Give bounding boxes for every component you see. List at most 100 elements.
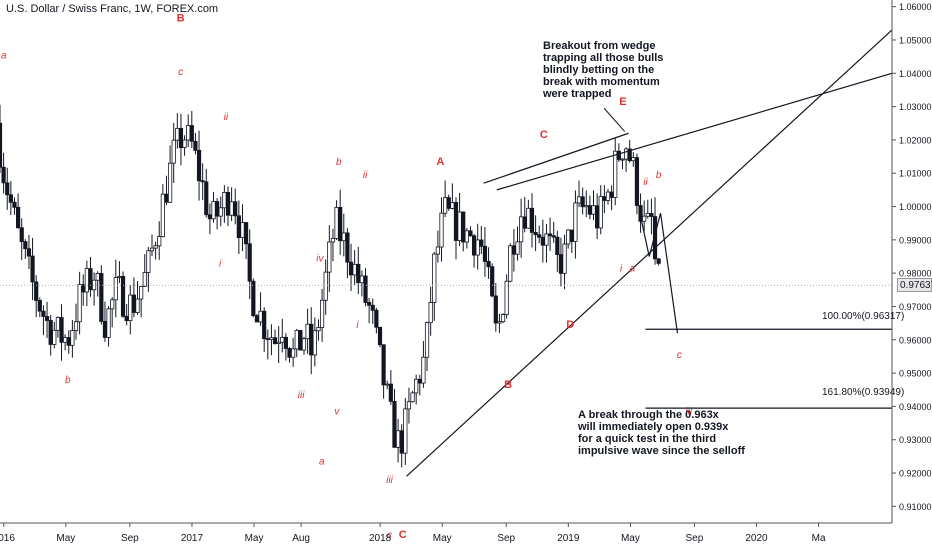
price-tick-label: 1.06000 <box>899 2 932 12</box>
projection-path <box>639 213 679 334</box>
candle-body <box>475 239 480 256</box>
candle-body <box>189 125 194 142</box>
candle-body <box>200 180 205 183</box>
candle-body <box>113 277 118 301</box>
candle-body <box>450 202 455 209</box>
candle-body <box>301 338 307 351</box>
candle-body <box>70 330 75 346</box>
candle-body <box>164 193 169 203</box>
candle-body <box>399 430 404 454</box>
candle-body <box>37 300 42 312</box>
candle-body <box>8 194 13 203</box>
candle-body <box>128 294 133 322</box>
candle-body <box>309 323 314 356</box>
annotation-breakout: Breakout from wedge trapping all those b… <box>543 40 663 100</box>
candle-body <box>5 182 10 196</box>
candle-body <box>178 127 184 149</box>
candle-body <box>638 205 643 222</box>
wave-label: iii <box>298 390 305 401</box>
candle-body <box>591 205 596 215</box>
candle-body <box>432 253 437 303</box>
candle-body <box>616 150 621 160</box>
wave-label: A <box>436 156 444 168</box>
candle-body <box>66 337 71 346</box>
candle-body <box>135 298 140 313</box>
candle-body <box>222 192 227 209</box>
price-tick-label: 0.92000 <box>899 469 932 479</box>
candle-body <box>269 337 274 340</box>
time-tick-label: 2020 <box>745 533 768 544</box>
candle-body <box>175 127 180 141</box>
candle-body <box>283 336 288 349</box>
candle-body <box>316 327 321 332</box>
candle-body <box>95 273 100 281</box>
candle-body <box>110 299 115 310</box>
candle-body <box>171 139 176 164</box>
price-tick-label: 0.94000 <box>899 402 932 412</box>
wave-label: i <box>219 258 222 269</box>
candle-body <box>453 202 459 241</box>
candle-body <box>602 196 607 201</box>
wave-label: c <box>387 530 392 541</box>
candle-body <box>12 201 17 208</box>
candle-body <box>497 321 502 324</box>
candle-body <box>623 148 629 160</box>
candle-body <box>374 309 379 328</box>
candle-body <box>359 275 364 284</box>
candle-body <box>243 222 249 245</box>
wave-label: iii <box>685 407 692 418</box>
candle-body <box>30 255 35 283</box>
wave-label: ii <box>643 177 648 188</box>
time-tick-label: May <box>433 533 452 544</box>
candle-body <box>276 341 281 344</box>
candle-body <box>464 230 469 243</box>
candle-body <box>367 302 372 306</box>
candle-body <box>471 235 477 256</box>
annotation-breakout-line: Breakout from wedge <box>543 40 656 52</box>
candle-body <box>287 348 292 358</box>
candle-body <box>77 284 82 323</box>
candle-body <box>569 229 574 242</box>
candle-body <box>225 192 231 216</box>
candle-body <box>461 211 466 243</box>
lower-wedge-line <box>406 29 893 477</box>
candle-body <box>439 212 444 248</box>
candle-body <box>352 263 357 276</box>
candle-body <box>500 314 506 323</box>
candle-body <box>551 235 556 238</box>
candle-body <box>124 315 129 322</box>
candle-body <box>649 212 654 217</box>
annotation-breakout-line: blindly betting on the <box>543 64 655 76</box>
candle-body <box>319 299 325 328</box>
candle-body <box>620 158 625 161</box>
time-tick-label: Sep <box>497 533 515 544</box>
candle-body <box>41 310 46 317</box>
time-tick-label: 2019 <box>557 533 580 544</box>
annotation-break-line: will immediately open 0.939x <box>578 421 729 433</box>
candle-body <box>146 250 151 273</box>
candle-body <box>215 201 220 217</box>
time-tick-label: Aug <box>292 533 310 544</box>
annotation-breakout-line: trapping all those bulls <box>543 52 664 64</box>
time-axis: 2016 May Sep 2017 May Aug 2018 May Sep 2019 May Sep… <box>0 523 826 544</box>
candle-body <box>627 148 632 162</box>
candle-body <box>587 205 592 215</box>
candle-body <box>486 261 491 268</box>
candle-body <box>529 207 535 233</box>
candle-body <box>254 315 260 323</box>
candle-body <box>598 196 603 229</box>
candle-body <box>291 348 296 358</box>
wave-label: b <box>656 170 662 181</box>
candle-body <box>73 321 79 331</box>
candle-body <box>562 243 567 274</box>
wave-label: i <box>356 320 359 331</box>
candle-body <box>573 202 578 242</box>
wave-label: D <box>566 319 574 331</box>
candle-body <box>370 304 375 311</box>
candle-body <box>323 271 328 301</box>
trendlines <box>0 29 893 477</box>
candle-body <box>406 401 412 410</box>
